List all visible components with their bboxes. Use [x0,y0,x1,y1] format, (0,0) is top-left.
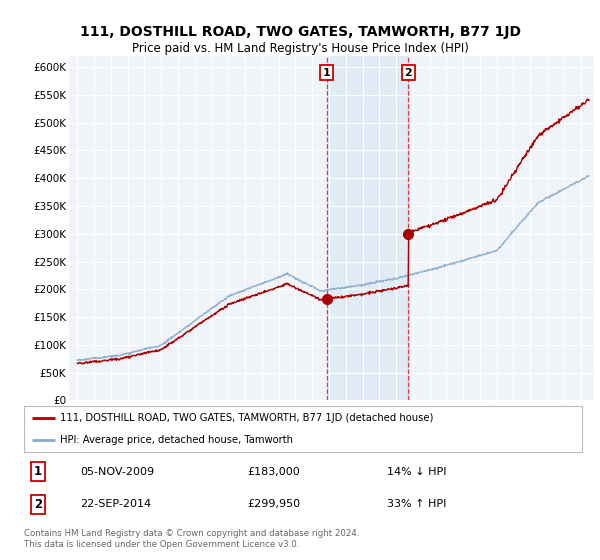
Text: 22-SEP-2014: 22-SEP-2014 [80,500,151,510]
Text: £299,950: £299,950 [247,500,301,510]
Text: 111, DOSTHILL ROAD, TWO GATES, TAMWORTH, B77 1JD (detached house): 111, DOSTHILL ROAD, TWO GATES, TAMWORTH,… [60,413,434,423]
Text: 111, DOSTHILL ROAD, TWO GATES, TAMWORTH, B77 1JD: 111, DOSTHILL ROAD, TWO GATES, TAMWORTH,… [79,25,521,39]
Text: £183,000: £183,000 [247,466,300,477]
Text: 1: 1 [323,68,331,78]
Text: 05-NOV-2009: 05-NOV-2009 [80,466,154,477]
Text: 1: 1 [34,465,42,478]
Text: 2: 2 [34,498,42,511]
Text: HPI: Average price, detached house, Tamworth: HPI: Average price, detached house, Tamw… [60,435,293,445]
Bar [327,56,408,400]
Text: 33% ↑ HPI: 33% ↑ HPI [387,500,446,510]
Text: Contains HM Land Registry data © Crown copyright and database right 2024.
This d: Contains HM Land Registry data © Crown c… [24,529,359,549]
Text: 2: 2 [404,68,412,78]
Text: 14% ↓ HPI: 14% ↓ HPI [387,466,446,477]
Text: Price paid vs. HM Land Registry's House Price Index (HPI): Price paid vs. HM Land Registry's House … [131,42,469,55]
